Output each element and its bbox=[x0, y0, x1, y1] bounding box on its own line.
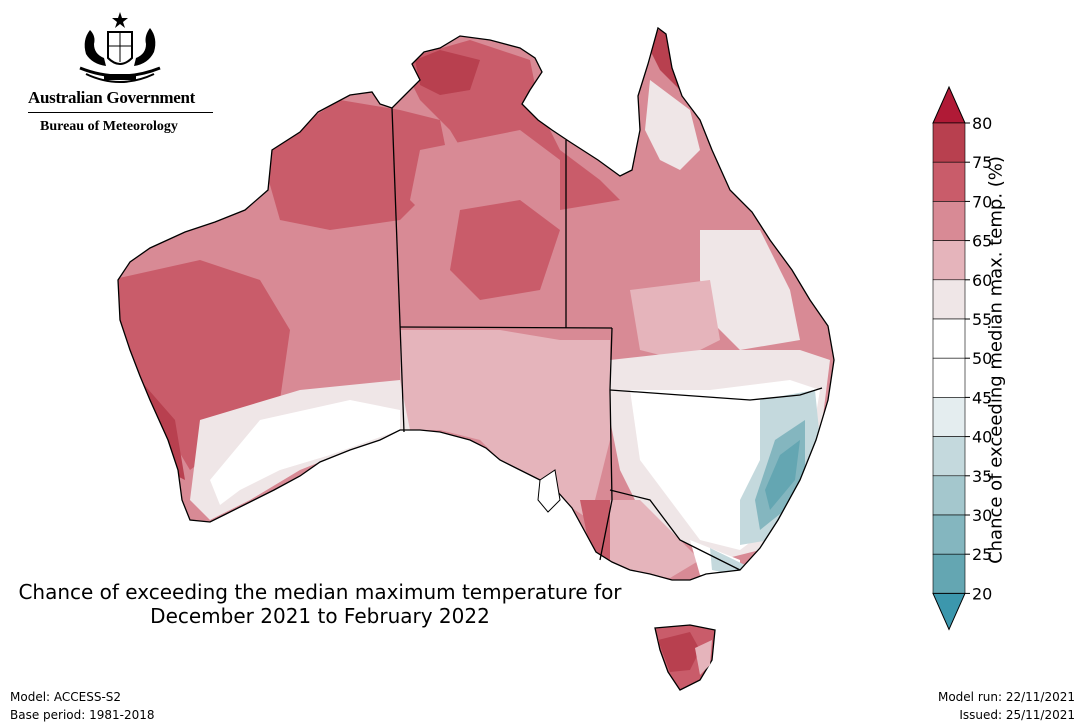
model-run-text: Model run: 22/11/2021 bbox=[937, 690, 1075, 704]
colorbar-tick-label: 35 bbox=[972, 467, 992, 486]
colorbar-tick-label: 75 bbox=[972, 153, 992, 172]
colorbar-under-arrow bbox=[932, 592, 966, 631]
colorbar-segment bbox=[932, 397, 966, 437]
title-line-2: December 2021 to February 2022 bbox=[150, 604, 490, 628]
colorbar-segment bbox=[932, 514, 966, 555]
colorbar-over-arrow bbox=[932, 85, 966, 124]
coat-of-arms-icon bbox=[79, 12, 161, 83]
colorbar-tick-label: 70 bbox=[972, 192, 992, 211]
colorbar-segment bbox=[932, 201, 966, 241]
colorbar-segment bbox=[932, 357, 966, 398]
issued-text: Issued: 25/11/2021 bbox=[959, 708, 1075, 722]
bureau-name: Bureau of Meteorology bbox=[40, 119, 178, 134]
base-period-text: Base period: 1981-2018 bbox=[10, 708, 155, 722]
colorbar-segment bbox=[932, 318, 966, 359]
colorbar-tick-label: 45 bbox=[972, 388, 992, 407]
colorbar: 80 75 70 65 60 55 50 45 40 35 30 25 20 bbox=[932, 85, 992, 631]
colorbar-tick-label: 20 bbox=[972, 584, 992, 603]
title-line-1: Chance of exceeding the median maximum t… bbox=[18, 580, 622, 604]
footer-left: Model: ACCESS-S2 Base period: 1981-2018 bbox=[10, 688, 155, 724]
colorbar-segment bbox=[932, 475, 966, 516]
colorbar-label: Chance of exceeding median max. temp. (%… bbox=[985, 156, 1007, 564]
colorbar-segment bbox=[932, 161, 966, 202]
colorbar-tick-label: 60 bbox=[972, 271, 992, 290]
model-text: Model: ACCESS-S2 bbox=[10, 690, 122, 704]
colorbar-tick-label: 55 bbox=[972, 310, 992, 329]
colorbar-segment bbox=[932, 553, 966, 594]
colorbar-tick-label: 40 bbox=[972, 428, 992, 447]
colorbar-segment bbox=[932, 279, 966, 320]
colorbar-tick-label: 50 bbox=[972, 349, 992, 368]
map-title: Chance of exceeding the median maximum t… bbox=[0, 580, 640, 628]
colorbar-tick-label: 30 bbox=[972, 506, 992, 525]
colorbar-segment bbox=[932, 436, 966, 477]
footer-right: Model run: 22/11/2021 Issued: 25/11/2021 bbox=[938, 688, 1075, 724]
colorbar-tick-label: 80 bbox=[972, 114, 992, 133]
colorbar-segment bbox=[932, 240, 966, 281]
header-divider bbox=[28, 112, 213, 113]
colorbar-tick-label: 25 bbox=[972, 545, 992, 564]
government-name: Australian Government bbox=[28, 88, 195, 107]
colorbar-tick-label: 65 bbox=[972, 232, 992, 251]
colorbar-segment bbox=[932, 122, 966, 163]
